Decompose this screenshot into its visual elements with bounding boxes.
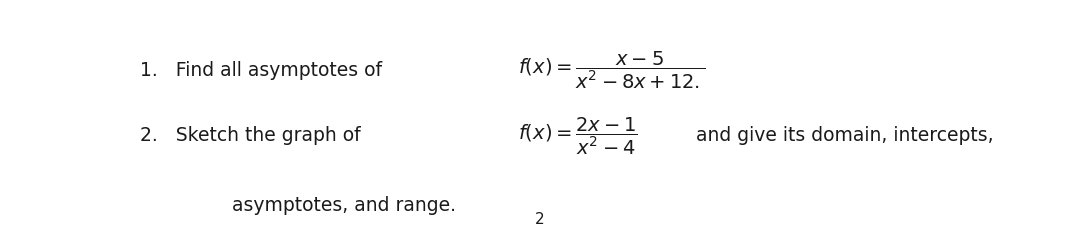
Text: 2.   Sketch the graph of: 2. Sketch the graph of <box>140 126 361 145</box>
Text: and give its domain, intercepts,: and give its domain, intercepts, <box>697 126 994 145</box>
Text: $f(x) = \dfrac{x-5}{x^2-8x+12.}$: $f(x) = \dfrac{x-5}{x^2-8x+12.}$ <box>518 49 706 91</box>
Text: asymptotes, and range.: asymptotes, and range. <box>232 196 456 216</box>
Text: 1.   Find all asymptotes of: 1. Find all asymptotes of <box>140 61 382 80</box>
Text: 2: 2 <box>535 212 544 227</box>
Text: $f(x) = \dfrac{2x-1}{x^2-4}$: $f(x) = \dfrac{2x-1}{x^2-4}$ <box>518 115 638 157</box>
